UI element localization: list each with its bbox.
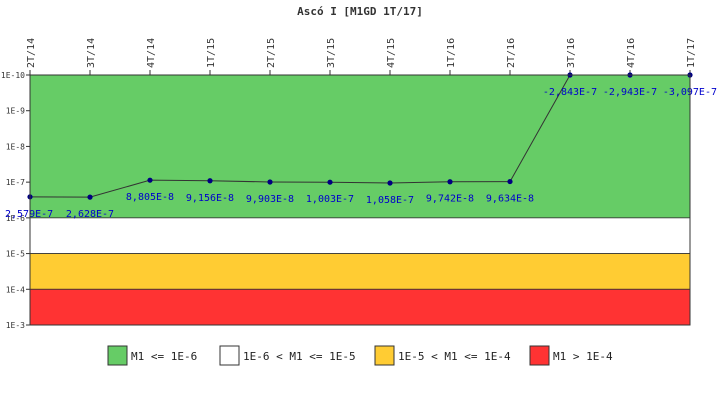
legend-label: M1 <= 1E-6 <box>131 350 197 363</box>
x-tick-label: 1T/16 <box>446 38 457 68</box>
x-tick-label: 1T/15 <box>206 38 217 68</box>
data-point <box>87 194 93 200</box>
data-point <box>327 179 333 185</box>
data-label: 9,742E-8 <box>426 194 474 205</box>
x-tick-label: 3T/15 <box>326 38 337 68</box>
data-point <box>207 178 213 184</box>
y-tick-label: 1E-4 <box>6 285 25 294</box>
legend-label: 1E-5 < M1 <= 1E-4 <box>398 350 511 363</box>
y-axis: 1E-10 1E-9 1E-8 1E-7 1E-6 1E-5 1E-4 1E-3 <box>1 71 30 330</box>
legend-swatch <box>219 345 240 366</box>
data-point <box>507 178 513 185</box>
data-label: 9,634E-8 <box>486 194 534 205</box>
legend: M1 <= 1E-6 1E-6 < M1 <= 1E-5 1E-5 < M1 <= … <box>107 345 613 366</box>
y-tick-label: 1E-6 <box>6 214 25 223</box>
data-point <box>267 179 273 185</box>
band-0 <box>29 74 691 219</box>
x-tick-label: 4T/16 <box>626 38 637 68</box>
x-axis: 2T/14 3T/14 4T/14 1T/15 2T/15 3T/15 4T/15 1T/16… <box>26 38 697 75</box>
x-tick-label: 1T/17 <box>686 38 697 68</box>
data-label: 1,058E-7 <box>366 195 414 206</box>
chart-title: Ascó I [M1GD 1T/17] <box>297 5 423 18</box>
risk-bands <box>29 74 691 326</box>
data-point <box>387 180 393 186</box>
data-labels: 2,579E-7 2,628E-7 8,805E-8 9,156E-8 9,903E-8… <box>5 87 717 220</box>
legend-label: M1 > 1E-4 <box>553 350 613 363</box>
y-tick-label: 1E-9 <box>6 107 25 116</box>
y-tick-label: 1E-5 <box>6 250 25 259</box>
data-label: 9,903E-8 <box>246 194 294 205</box>
x-tick-label: 3T/14 <box>86 38 97 68</box>
data-label: 2,628E-7 <box>66 209 114 220</box>
data-label: 9,156E-8 <box>186 193 234 204</box>
data-point <box>147 177 153 183</box>
data-label: 2,579E-7 <box>5 209 53 220</box>
y-tick-label: 1E-3 <box>6 321 25 330</box>
band-2 <box>29 253 691 290</box>
x-tick-label: 3T/16 <box>566 38 577 68</box>
legend-label: 1E-6 < M1 <= 1E-5 <box>243 350 356 363</box>
y-tick-label: 1E-10 <box>1 71 25 80</box>
x-tick-label: 4T/14 <box>146 38 157 68</box>
data-label: -2,943E-7 <box>603 87 657 98</box>
data-label: 8,805E-8 <box>126 192 174 203</box>
x-tick-label: 2T/14 <box>26 38 37 68</box>
data-point <box>447 179 453 185</box>
data-label: 1,003E-7 <box>306 194 354 205</box>
band-3 <box>29 288 691 326</box>
legend-swatch <box>529 345 550 366</box>
x-tick-label: 2T/16 <box>506 38 517 68</box>
legend-swatch <box>374 345 395 366</box>
legend-swatch <box>107 345 128 366</box>
y-tick-label: 1E-7 <box>6 178 25 187</box>
x-tick-label: 2T/15 <box>266 38 277 68</box>
data-label: -2,843E-7 <box>543 87 597 98</box>
x-tick-label: 4T/15 <box>386 38 397 68</box>
y-tick-label: 1E-8 <box>6 142 25 151</box>
band-1 <box>29 217 691 254</box>
plot-frame <box>29 74 691 326</box>
